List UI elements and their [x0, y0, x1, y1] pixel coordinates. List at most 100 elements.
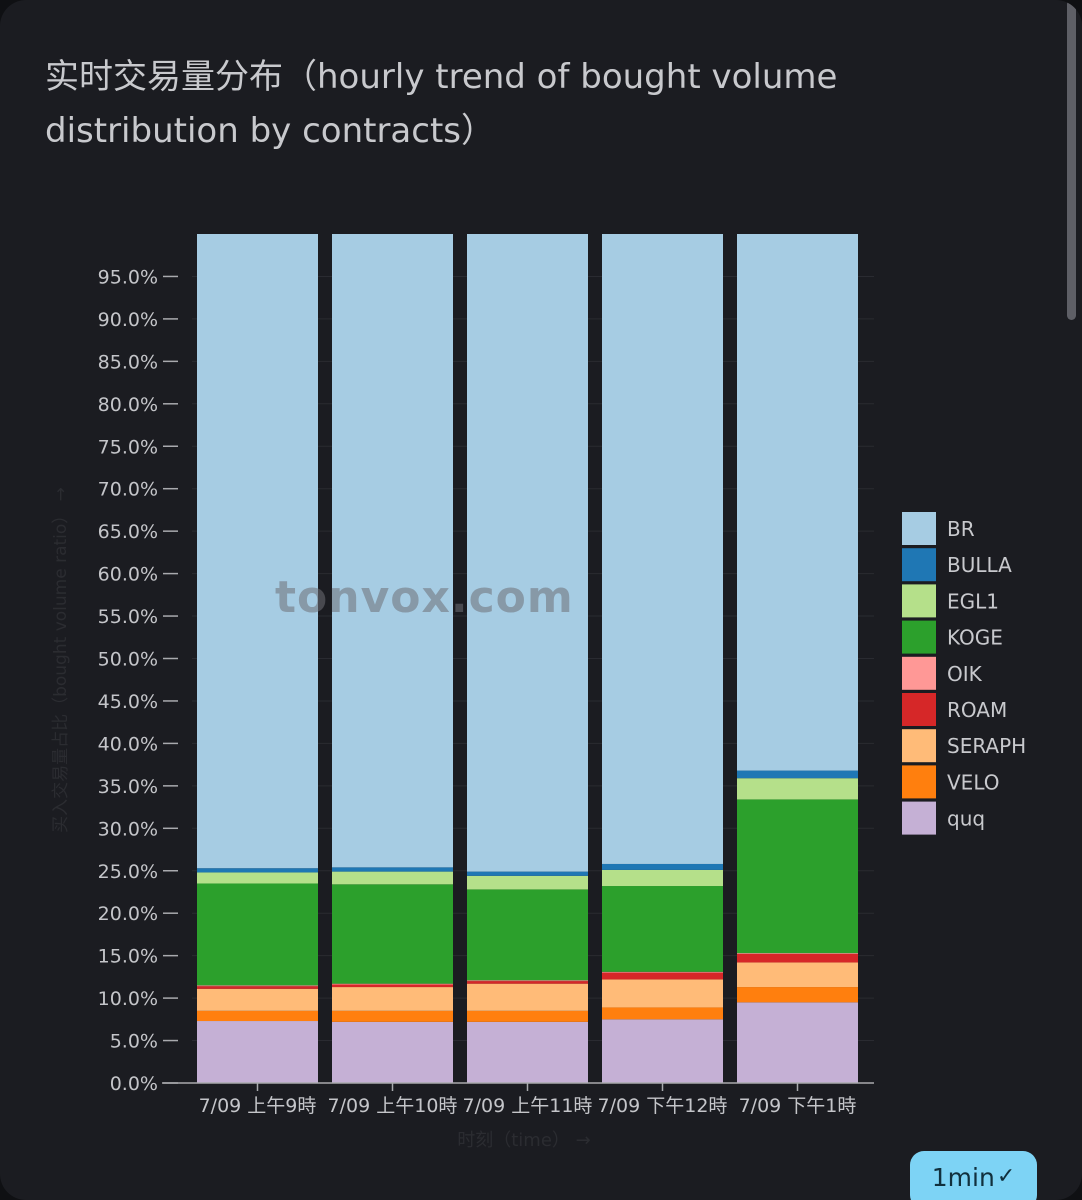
bar-segment-egl1 — [467, 875, 588, 890]
x-tick-label: 7/09 上午10時 — [328, 1095, 458, 1117]
bar-segment-quq — [332, 1021, 453, 1083]
bar-segment-velo — [467, 1010, 588, 1022]
y-tick-label: 5.0% — [110, 1031, 158, 1053]
bar-segment-bulla — [737, 770, 858, 779]
y-tick-label: 35.0% — [98, 776, 158, 798]
bar-segment-roam — [737, 953, 858, 963]
bar-segment-bulla — [467, 871, 588, 876]
bar-segment-oik — [467, 980, 588, 982]
watermark: tonvox.com — [275, 572, 574, 623]
legend-label-velo: VELO — [947, 770, 1000, 794]
legend: BR BULLA EGL1 KOGE OIK ROAM SERAPH VELO quq — [902, 512, 1026, 835]
bar-segment-seraph — [197, 988, 318, 1011]
bar-segment-roam — [467, 981, 588, 984]
bar-segment-br — [332, 234, 453, 868]
bar-segment-seraph — [332, 987, 453, 1011]
bar-segment-br — [602, 234, 723, 864]
bar-segment-seraph — [737, 962, 858, 988]
bar-segment-velo — [602, 1007, 723, 1020]
y-tick-label: 65.0% — [98, 521, 158, 543]
bar-segment-oik — [332, 983, 453, 985]
y-tick-label: 0.0% — [110, 1073, 158, 1095]
y-tick-label: 30.0% — [98, 818, 158, 840]
y-tick-label: 20.0% — [98, 903, 158, 925]
bar-segment-br — [737, 234, 858, 771]
legend-swatch-egl1 — [902, 584, 936, 618]
bar-segment-bulla — [602, 863, 723, 870]
legend-swatch-velo — [902, 765, 936, 799]
bar-segment-oik — [197, 985, 318, 987]
interval-badge-label: 1min — [931, 1163, 995, 1192]
x-axis-label: 时刻（time） → — [457, 1130, 590, 1151]
legend-swatch-oik — [902, 656, 936, 690]
y-tick-label: 50.0% — [98, 649, 158, 671]
x-tick-label: 7/09 下午1時 — [739, 1095, 857, 1117]
y-tick-label: 10.0% — [98, 988, 158, 1010]
bar-segment-quq — [467, 1021, 588, 1083]
legend-label-oik: OIK — [947, 662, 983, 686]
interval-badge[interactable]: 1min ✓ — [910, 1151, 1037, 1200]
bar-segment-quq — [737, 1002, 858, 1083]
bar-segment-koge — [602, 886, 723, 972]
bar-segment-velo — [737, 987, 858, 1003]
y-tick-label: 45.0% — [98, 691, 158, 713]
legend-label-egl1: EGL1 — [947, 589, 999, 613]
chart-title: 实时交易量分布（hourly trend of bought volume di… — [45, 57, 838, 151]
bar-segment-seraph — [602, 979, 723, 1008]
bar-segment-roam — [332, 984, 453, 988]
legend-label-bulla: BULLA — [947, 553, 1012, 577]
x-tick-label: 7/09 上午11時 — [463, 1095, 593, 1117]
y-tick-label: 60.0% — [98, 564, 158, 586]
bar-segment-bulla — [332, 867, 453, 872]
legend-swatch-roam — [902, 693, 936, 726]
y-tick-label: 15.0% — [98, 946, 158, 968]
bar-segment-br — [467, 234, 588, 872]
bar-segment-roam — [197, 986, 318, 989]
y-axis-label: 买入交易量占比（bought volume ratio） → — [51, 487, 71, 833]
y-tick-label: 40.0% — [98, 733, 158, 755]
legend-swatch-seraph — [902, 729, 936, 763]
bar-segment-koge — [467, 889, 588, 981]
verified-check-icon: ✓ — [996, 1164, 1016, 1189]
bar-segment-br — [197, 234, 318, 869]
x-tick-label: 7/09 下午12時 — [598, 1095, 728, 1117]
legend-swatch-br — [902, 512, 936, 545]
scrollbar[interactable] — [1067, 0, 1076, 320]
bar-segment-egl1 — [197, 872, 318, 884]
legend-label-seraph: SERAPH — [947, 734, 1026, 758]
bar-segment-egl1 — [737, 778, 858, 800]
legend-swatch-koge — [902, 620, 936, 654]
y-tick-label: 95.0% — [98, 266, 158, 288]
legend-swatch-bulla — [902, 548, 936, 582]
bar-segment-bulla — [197, 868, 318, 873]
bar-segment-quq — [602, 1019, 723, 1083]
y-tick-label: 85.0% — [98, 351, 158, 373]
bar-segment-seraph — [467, 983, 588, 1011]
y-tick-label: 25.0% — [98, 861, 158, 883]
y-tick-label: 75.0% — [98, 436, 158, 458]
y-tick-label: 55.0% — [98, 606, 158, 628]
bar-segment-quq — [197, 1021, 318, 1083]
legend-label-br: BR — [947, 517, 975, 541]
bar-segment-egl1 — [332, 871, 453, 885]
bar-segment-roam — [602, 972, 723, 980]
x-tick-label: 7/09 上午9時 — [199, 1095, 317, 1117]
bar-segment-oik — [737, 953, 858, 954]
y-tick-label: 90.0% — [98, 309, 158, 331]
y-tick-label: 70.0% — [98, 479, 158, 501]
bar-segment-velo — [197, 1010, 318, 1022]
bar-segment-koge — [197, 883, 318, 986]
legend-label-quq: quq — [947, 807, 985, 831]
legend-label-koge: KOGE — [947, 626, 1003, 650]
y-tick-label: 80.0% — [98, 394, 158, 416]
bar-segment-oik — [602, 971, 723, 973]
legend-swatch-quq — [902, 801, 936, 835]
bar-segment-koge — [737, 799, 858, 954]
bar-segment-velo — [332, 1010, 453, 1022]
legend-label-roam: ROAM — [947, 698, 1007, 722]
bar-segment-egl1 — [602, 869, 723, 887]
bar-segment-koge — [332, 884, 453, 984]
bars: 7/09 上午9時 7/09 上午10時 7/09 上午11時 7/09 下午12時 7… — [197, 234, 858, 1117]
